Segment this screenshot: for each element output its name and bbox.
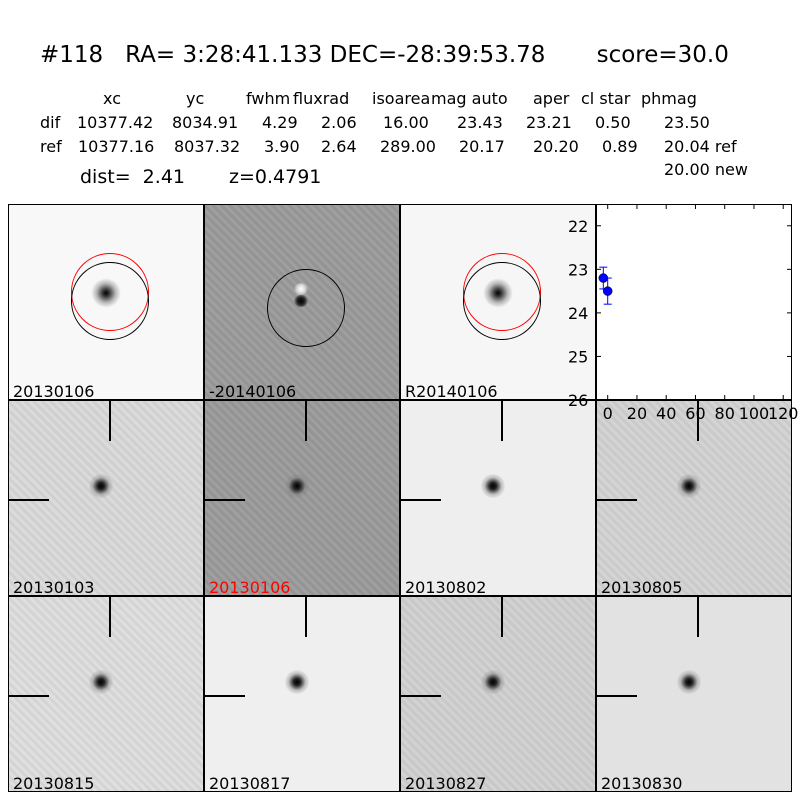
y-tick-label: 26 — [568, 391, 588, 410]
y-tick-label: 25 — [568, 347, 588, 366]
image-panel: 20130106 — [8, 204, 204, 400]
x-tick-label: 100 — [739, 404, 770, 423]
source-blob — [285, 670, 309, 694]
table-cell: 23.43 — [457, 113, 503, 132]
x-tick-label: 40 — [656, 404, 676, 423]
table-cell: 23.21 — [526, 113, 572, 132]
table-cell: 0.89 — [602, 137, 638, 156]
detection-circle — [71, 262, 149, 340]
table-cell: 16.00 — [383, 113, 429, 132]
image-panel: 20130805 — [596, 400, 792, 596]
table-cell: 20.04 ref — [664, 137, 737, 156]
table-cell: 8034.91 — [172, 113, 239, 132]
panel-date-label: 20130817 — [209, 774, 291, 792]
y-tick-label: 22 — [568, 217, 588, 236]
crosshair-horizontal — [9, 499, 49, 501]
image-panel: R20140106 — [400, 204, 596, 400]
table-cell: 2.06 — [321, 113, 357, 132]
plot-frame — [596, 204, 792, 400]
crosshair-vertical — [501, 597, 503, 637]
table-cell: 289.00 — [380, 137, 436, 156]
x-tick-label: 0 — [603, 404, 613, 423]
crosshair-horizontal — [401, 499, 441, 501]
source-blob — [677, 474, 701, 498]
crosshair-horizontal — [401, 695, 441, 697]
panel-date-label: 20130830 — [601, 774, 683, 792]
column-header: yc — [186, 89, 205, 108]
image-panel: 20130103 — [8, 400, 204, 596]
column-header: mag auto — [431, 89, 508, 108]
source-blob — [89, 474, 113, 498]
table-cell: 4.29 — [262, 113, 298, 132]
column-header: phmag — [641, 89, 697, 108]
table-cell: 2.64 — [321, 137, 357, 156]
redshift: z=0.4791 — [229, 166, 322, 188]
table-cell: 10377.16 — [78, 137, 155, 156]
panel-date-label: 20130802 — [405, 578, 487, 596]
column-header: xc — [103, 89, 121, 108]
image-panel: 20130802 — [400, 400, 596, 596]
panel-date-label: 20130106 — [209, 578, 291, 596]
column-header: fluxrad — [293, 89, 350, 108]
source-blob — [481, 474, 505, 498]
detection-circle — [463, 262, 541, 340]
table-cell: 0.50 — [595, 113, 631, 132]
table-cell: 3.90 — [264, 137, 300, 156]
crosshair-vertical — [305, 597, 307, 637]
panel-date-label: 20130106 — [13, 382, 95, 400]
crosshair-horizontal — [597, 695, 637, 697]
crosshair-horizontal — [205, 695, 245, 697]
column-header: fwhm — [246, 89, 291, 108]
phmag-new: 20.00 new — [664, 160, 748, 179]
table-cell: 20.20 — [533, 137, 579, 156]
y-tick-label: 24 — [568, 304, 588, 323]
table-cell: 8037.32 — [174, 137, 241, 156]
column-header: cl star — [581, 89, 631, 108]
panel-date-label: 20130827 — [405, 774, 487, 792]
crosshair-horizontal — [597, 499, 637, 501]
crosshair-horizontal — [9, 695, 49, 697]
x-tick-label: 20 — [627, 404, 647, 423]
title: #118 RA= 3:28:41.133 DEC=-28:39:53.78 sc… — [40, 42, 729, 68]
image-panel: 20130827 — [400, 596, 596, 792]
source-blob — [89, 670, 113, 694]
dist: dist= 2.41 — [80, 166, 185, 188]
source-blob — [285, 474, 309, 498]
panel-date-label: 20130815 — [13, 774, 95, 792]
x-tick-label: 80 — [715, 404, 735, 423]
row-label: ref — [40, 137, 62, 156]
data-point — [602, 286, 613, 296]
table-cell: 23.50 — [664, 113, 710, 132]
crosshair-vertical — [109, 401, 111, 441]
crosshair-vertical — [697, 401, 699, 441]
x-tick-label: 60 — [685, 404, 705, 423]
crosshair-vertical — [109, 597, 111, 637]
table-cell: 20.17 — [459, 137, 505, 156]
detection-circle — [267, 269, 345, 347]
crosshair-vertical — [501, 401, 503, 441]
panel-date-label: R20140106 — [405, 382, 498, 400]
table-cell: 10377.42 — [77, 113, 154, 132]
image-panel: 20130106 — [204, 400, 400, 596]
source-blob — [677, 670, 701, 694]
panel-date-label: 20130805 — [601, 578, 683, 596]
crosshair-horizontal — [205, 499, 245, 501]
image-panel: 20130815 — [8, 596, 204, 792]
image-panel: 20130817 — [204, 596, 400, 792]
crosshair-vertical — [697, 597, 699, 637]
column-header: aper — [533, 89, 570, 108]
y-tick-label: 23 — [568, 260, 588, 279]
panel-date-label: -20140106 — [209, 382, 297, 400]
column-header: isoarea — [372, 89, 431, 108]
crosshair-vertical — [305, 401, 307, 441]
source-blob — [481, 670, 505, 694]
image-panel: -20140106 — [204, 204, 400, 400]
row-label: dif — [40, 113, 61, 132]
panel-date-label: 20130103 — [13, 578, 95, 596]
x-tick-label: 120 — [768, 404, 799, 423]
image-panel: 20130830 — [596, 596, 792, 792]
